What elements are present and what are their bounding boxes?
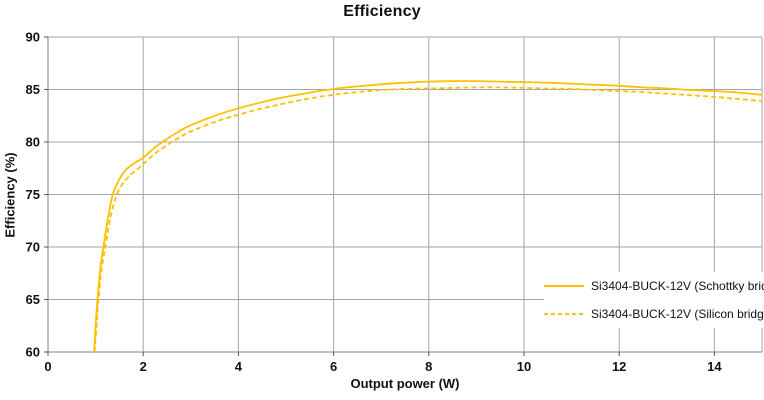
y-tick-label: 90 — [26, 30, 40, 45]
chart-title: Efficiency — [343, 3, 421, 20]
y-tick-label: 60 — [26, 345, 40, 360]
y-tick-label: 75 — [26, 187, 40, 202]
x-axis-title: Output power (W) — [350, 376, 460, 391]
x-tick-label: 2 — [140, 359, 147, 374]
y-tick-label: 65 — [26, 292, 40, 307]
legend-label-silicon: Si3404-BUCK-12V (Silicon bridge) — [591, 307, 764, 321]
legend-entry-silicon: Si3404-BUCK-12V (Silicon bridge) — [544, 300, 764, 328]
x-tick-label: 0 — [44, 359, 51, 374]
x-tick-label: 4 — [235, 359, 243, 374]
x-tick-label: 12 — [612, 359, 626, 374]
y-tick-label: 70 — [26, 240, 40, 255]
legend-label-schottky: Si3404-BUCK-12V (Schottky bridge) — [591, 279, 764, 293]
x-tick-label: 10 — [517, 359, 531, 374]
solid-line-swatch-icon — [544, 283, 584, 289]
series-line-dashed — [93, 86, 763, 353]
y-tick-label: 80 — [26, 135, 40, 150]
x-tick-label: 6 — [330, 359, 337, 374]
x-tick-label: 8 — [425, 359, 432, 374]
y-axis-title: Efficiency (%) — [2, 152, 18, 238]
legend: Si3404-BUCK-12V (Schottky bridge) Si3404… — [544, 272, 764, 328]
x-tick-label: 14 — [707, 359, 722, 374]
legend-entry-schottky: Si3404-BUCK-12V (Schottky bridge) — [544, 272, 764, 300]
series-line-solid — [93, 80, 763, 353]
y-tick-label: 85 — [26, 82, 40, 97]
dashed-line-swatch-icon — [544, 311, 584, 317]
